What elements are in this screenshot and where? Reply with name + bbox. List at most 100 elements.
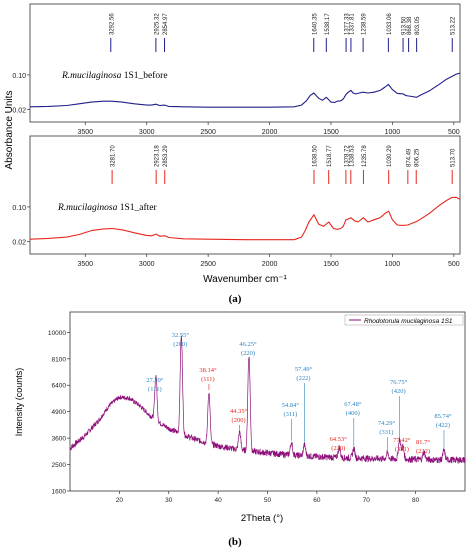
xrd-peak-angle: 64.53° xyxy=(330,436,348,443)
ftir-xlabel: Wavenumber cm⁻¹ xyxy=(203,274,287,285)
ytick-label-before: 0.10 xyxy=(12,73,26,80)
xrd-ytick-label: 4900 xyxy=(52,409,67,416)
peak-label-after: 2923.18 xyxy=(155,145,161,167)
xrd-pattern-line xyxy=(69,335,466,465)
peak-label-after: 1638.50 xyxy=(312,145,318,167)
xtick-label-after: 2000 xyxy=(262,261,278,268)
xrd-xtick-label: 80 xyxy=(412,497,420,504)
xrd-peak-angle: 46.25° xyxy=(239,341,257,348)
peak-label-after: 874.49 xyxy=(406,148,412,167)
spectrum-line-before xyxy=(29,72,461,108)
xtick-label-before: 1000 xyxy=(385,129,401,136)
xrd-xtick-label: 20 xyxy=(116,497,124,504)
xrd-peak-hkl: (220) xyxy=(331,445,345,452)
xrd-peak-hkl: (420) xyxy=(392,388,406,395)
ftir-ylabel: Absorbance Units xyxy=(4,91,15,170)
xrd-peak-angle: 76.75° xyxy=(390,379,408,386)
xrd-peak-angle: 44.35° xyxy=(230,408,248,415)
peak-label-after: 1518.77 xyxy=(327,145,333,167)
xrd-peak-angle: 77.42° xyxy=(393,437,411,444)
ytick-label-before: 0.02 xyxy=(12,107,26,114)
panel-a-label: (a) xyxy=(229,293,242,305)
xrd-ytick-label: 3600 xyxy=(52,436,67,443)
peak-label-after: 1030.29 xyxy=(387,145,393,167)
xrd-legend-label: Rhodotorula mucilaginosa 1S1 xyxy=(364,318,453,325)
peak-label-before: 513.22 xyxy=(451,16,457,35)
xrd-ytick-label: 8100 xyxy=(52,356,67,363)
xtick-label-after: 500 xyxy=(448,261,460,268)
xrd-peak-angle: 27.39° xyxy=(146,377,164,384)
xrd-peak-hkl: (331) xyxy=(395,446,409,453)
peak-label-before: 1337.81 xyxy=(349,13,355,35)
xrd-peak-angle: 85.74° xyxy=(434,413,452,420)
xtick-label-after: 3500 xyxy=(77,261,93,268)
ftir-after-frame xyxy=(29,135,461,255)
xrd-peak-hkl: (111) xyxy=(201,376,215,383)
xrd-panel: 1600 2500 3600 4900 6400 8100 10000 20 30 40 50 60 7… xyxy=(14,311,466,548)
peak-label-before: 3292.56 xyxy=(109,13,115,35)
peak-label-after: 513.70 xyxy=(451,148,457,167)
xrd-peak-angle: 67.48° xyxy=(344,401,362,408)
ytick-label-after: 0.10 xyxy=(12,205,26,212)
xrd-ytick-label: 2500 xyxy=(52,462,67,469)
xrd-peak-hkl: (200) xyxy=(232,417,246,424)
xtick-label-before: 1500 xyxy=(323,129,339,136)
xtick-label-before: 500 xyxy=(448,129,460,136)
xrd-plot-frame xyxy=(69,311,466,492)
peak-label-before: 1640.35 xyxy=(312,13,318,35)
peak-label-before: 1538.17 xyxy=(325,13,331,35)
peak-label-before: 2925.32 xyxy=(154,13,160,35)
xrd-peak-angle: 81.7° xyxy=(416,439,430,446)
xrd-xtick-label: 50 xyxy=(264,497,272,504)
xrd-peak-hkl: (311) xyxy=(283,411,297,418)
xtick-label-before: 3000 xyxy=(139,129,155,136)
xrd-peak-hkl: (222) xyxy=(416,448,430,455)
peak-label-before: 868.38 xyxy=(407,16,413,35)
xrd-peak-hkl: (220) xyxy=(241,350,255,357)
xrd-peak-hkl: (200) xyxy=(173,341,187,348)
ftir-before-frame xyxy=(29,3,461,123)
ftir-panel: 3292.56 2925.32 2854.97 1640.35 1538.17 1377.… xyxy=(4,3,461,305)
xrd-peak-angle: 74.29° xyxy=(378,420,396,427)
xrd-peak-hkl: (111) xyxy=(148,386,162,393)
xrd-peak-hkl: (400) xyxy=(346,410,360,417)
ftir-after-plot: 3281.70 2923.18 2853.29 1638.50 1518.77 1378.… xyxy=(12,145,461,268)
xrd-peak-angle: 32.55° xyxy=(172,332,190,339)
xrd-ytick-label: 6400 xyxy=(52,383,67,390)
xrd-ytick-label: 10000 xyxy=(48,330,66,337)
peak-label-before: 1238.59 xyxy=(362,13,368,35)
peak-label-before: 2854.97 xyxy=(163,13,169,35)
peak-label-after: 1378.72 xyxy=(344,145,350,167)
xrd-peak-angle: 54.84° xyxy=(282,402,300,409)
peak-label-after: 1338.53 xyxy=(349,145,355,167)
xrd-peak-angle: 38.14° xyxy=(199,367,217,374)
peak-label-after: 3281.70 xyxy=(111,145,117,167)
spectrum-line-after xyxy=(29,196,461,241)
xrd-peak-hkl: (331) xyxy=(379,429,393,436)
peak-label-before: 803.05 xyxy=(415,16,421,35)
xrd-xtick-label: 70 xyxy=(363,497,371,504)
ftir-before-title: R.mucilaginosa 1S1_before xyxy=(61,70,168,81)
peak-label-before: 1033.06 xyxy=(387,13,393,35)
peak-label-after: 806.25 xyxy=(415,148,421,167)
ytick-label-after: 0.02 xyxy=(12,239,26,246)
xtick-label-after: 3000 xyxy=(139,261,155,268)
xrd-xtick-label: 30 xyxy=(165,497,173,504)
xtick-label-before: 3500 xyxy=(77,129,93,136)
xtick-label-before: 2500 xyxy=(200,129,216,136)
xrd-xlabel: 2Theta (°) xyxy=(241,513,283,524)
ftir-after-title: R.mucilaginosa 1S1_after xyxy=(57,202,158,213)
xtick-label-after: 1500 xyxy=(323,261,339,268)
xtick-label-after: 1000 xyxy=(385,261,401,268)
xrd-xtick-label: 60 xyxy=(313,497,321,504)
xrd-xtick-label: 40 xyxy=(215,497,223,504)
xrd-ytick-label: 1600 xyxy=(52,489,67,496)
peak-label-before: 1377.33 xyxy=(345,13,351,35)
xrd-ylabel: Intensity (counts) xyxy=(14,368,24,437)
xrd-peak-angle: 57.49° xyxy=(295,366,313,373)
xrd-plot: 1600 2500 3600 4900 6400 8100 10000 20 30 40 50 60 7… xyxy=(48,330,466,504)
panel-b-label: (b) xyxy=(228,536,242,548)
xrd-peak-hkl: (422) xyxy=(436,422,450,429)
peak-label-before: 913.50 xyxy=(402,16,408,35)
